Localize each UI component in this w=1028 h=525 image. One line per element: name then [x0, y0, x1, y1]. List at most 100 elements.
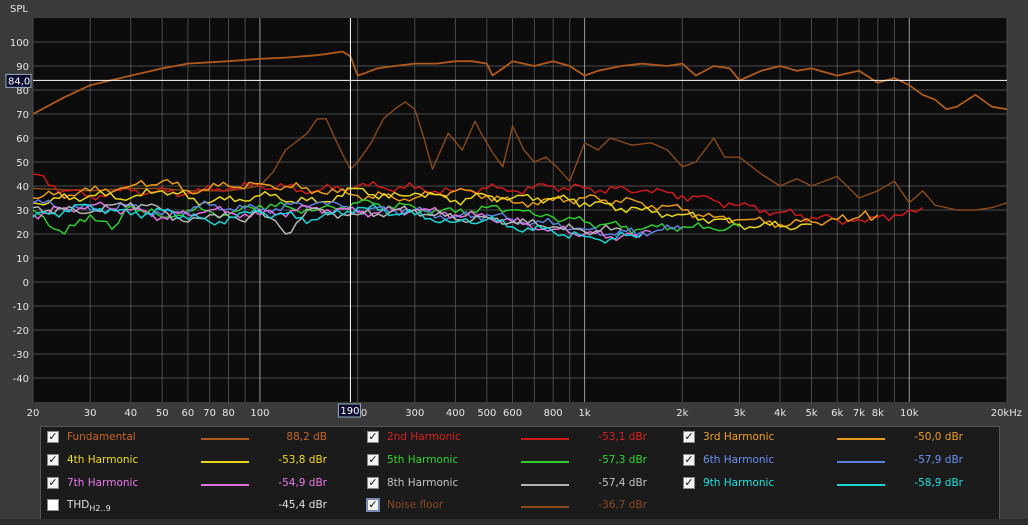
y-tick-label: 90 [16, 62, 29, 73]
series-line-4th-harmonic [32, 187, 812, 231]
y-tick-label: 60 [16, 134, 29, 145]
x-tick-label: 20 [27, 408, 40, 419]
legend-panel: ✓ Fundamental 88,2 dB ✓ 2nd Harmonic -53,1 dB… [40, 426, 1000, 520]
legend-line-swatch [837, 484, 885, 486]
y-tick-label: 40 [16, 182, 29, 193]
y-tick-label: 70 [16, 110, 29, 121]
legend-label: 3rd Harmonic [703, 431, 775, 443]
legend-value: -54,9 dBr [278, 477, 327, 489]
legend-checkbox-5th-harmonic[interactable]: ✓ [367, 453, 379, 466]
y-tick-label: 50 [16, 158, 29, 169]
legend-checkbox-2nd-harmonic[interactable]: ✓ [367, 430, 379, 443]
x-tick-label: 800 [544, 408, 563, 419]
x-tick-label: 8k [872, 408, 884, 419]
legend-item-fundamental: ✓ Fundamental 88,2 dB [47, 429, 337, 449]
legend-checkbox-6th-harmonic[interactable]: ✓ [683, 453, 695, 466]
legend-value: -57,3 dBr [598, 454, 647, 466]
legend-line-swatch [201, 438, 249, 440]
legend-item-9th-harmonic: ✓ 9th Harmonic -58,9 dBr [683, 475, 973, 495]
legend-checkbox-7th-harmonic[interactable]: ✓ [47, 476, 59, 489]
legend-checkbox-noise-floor[interactable]: ✓ [366, 498, 380, 512]
y-tick-label: -10 [13, 302, 29, 313]
legend-item-noise-floor: ✓ Noise floor -36,7 dBr [366, 497, 657, 517]
bottom-bar [0, 519, 1028, 525]
legend-value: -58,9 dBr [914, 477, 963, 489]
cursor-x-readout: 190 [340, 406, 359, 417]
legend-label: THDH2..9 [67, 499, 111, 513]
legend-label: 8th Harmonic [387, 477, 459, 489]
legend-item-7th-harmonic: ✓ 7th Harmonic -54,9 dBr [47, 475, 337, 495]
x-tick-label: 30 [84, 408, 97, 419]
x-tick-label: 100 [250, 408, 269, 419]
legend-checkbox-9th-harmonic[interactable]: ✓ [683, 476, 695, 489]
x-tick-label: 10k [900, 408, 919, 419]
x-tick-label: 80 [222, 408, 235, 419]
legend-line-swatch [837, 461, 885, 463]
x-tick-label: 1k [579, 408, 591, 419]
y-axis-label: SPL [10, 4, 28, 15]
legend-label: 2nd Harmonic [387, 431, 461, 443]
x-tick-label: 3k [733, 408, 745, 419]
x-tick-label: 400 [446, 408, 465, 419]
legend-item-3rd-harmonic: ✓ 3rd Harmonic -50,0 dBr [683, 429, 973, 449]
legend-checkbox-8th-harmonic[interactable]: ✓ [367, 476, 379, 489]
legend-line-swatch [201, 461, 249, 463]
x-tick-label: 6k [831, 408, 843, 419]
legend-value: -53,8 dBr [278, 454, 327, 466]
legend-value: -45,4 dBr [278, 499, 327, 511]
legend-line-swatch [837, 438, 885, 440]
legend-item-4th-harmonic: ✓ 4th Harmonic -53,8 dBr [47, 452, 337, 472]
cursor-y-readout-box [5, 73, 32, 88]
y-tick-label: 80 [16, 86, 29, 97]
legend-item-6th-harmonic: ✓ 6th Harmonic -57,9 dBr [683, 452, 973, 472]
legend-value: -50,0 dBr [914, 431, 963, 443]
legend-label: 7th Harmonic [67, 477, 139, 489]
minor-gridlines [32, 18, 1008, 402]
x-tick-label: 20kHz [991, 408, 1022, 419]
x-tick-label: 70 [203, 408, 216, 419]
cursor[interactable]: 84,0 190 [5, 18, 1007, 418]
x-tick-labels: 203040506070801002003004005006008001k2k3… [27, 408, 1022, 419]
y-tick-label: 10 [16, 254, 29, 265]
y-tick-label: 0 [23, 278, 29, 289]
y-tick-label: -20 [13, 326, 29, 337]
legend-label: 5th Harmonic [387, 454, 459, 466]
x-tick-label: 60 [182, 408, 195, 419]
cursor-x-readout-box [337, 403, 361, 418]
legend-item-5th-harmonic: ✓ 5th Harmonic -57,3 dBr [367, 452, 657, 472]
x-tick-label: 500 [477, 408, 496, 419]
cursor-y-readout: 84,0 [8, 76, 30, 87]
legend-value: -53,1 dBr [598, 431, 647, 443]
x-tick-label: 7k [853, 408, 865, 419]
x-tick-label: 5k [805, 408, 817, 419]
x-tick-label: 2k [676, 408, 688, 419]
legend-line-swatch [521, 506, 569, 508]
x-tick-label: 600 [503, 408, 522, 419]
y-tick-label: -40 [13, 374, 29, 385]
x-tick-label: 300 [405, 408, 424, 419]
legend-value: -36,7 dBr [598, 499, 647, 511]
legend-value: -57,4 dBr [598, 477, 647, 489]
legend-item-8th-harmonic: ✓ 8th Harmonic -57,4 dBr [367, 475, 657, 495]
series-line-3rd-harmonic [32, 178, 879, 229]
legend-line-swatch [521, 484, 569, 486]
legend-label: 4th Harmonic [67, 454, 139, 466]
legend-checkbox-thd[interactable]: ✓ [47, 499, 59, 511]
legend-checkbox-fundamental[interactable]: ✓ [47, 430, 59, 443]
legend-line-swatch [521, 438, 569, 440]
x-tick-label: 50 [156, 408, 169, 419]
legend-label: 6th Harmonic [703, 454, 775, 466]
series-line-fundamental [32, 50, 1008, 115]
legend-item-2nd-harmonic: ✓ 2nd Harmonic -53,1 dBr [367, 429, 657, 449]
legend-checkbox-3rd-harmonic[interactable]: ✓ [683, 430, 695, 443]
legend-line-swatch [201, 484, 249, 486]
legend-value: -57,9 dBr [914, 454, 963, 466]
legend-checkbox-4th-harmonic[interactable]: ✓ [47, 453, 59, 466]
legend-label: 9th Harmonic [703, 477, 775, 489]
series-line-noise-floor [32, 101, 1008, 211]
y-tick-label: -30 [13, 350, 29, 361]
legend-line-swatch [521, 461, 569, 463]
x-tick-label: 40 [124, 408, 137, 419]
